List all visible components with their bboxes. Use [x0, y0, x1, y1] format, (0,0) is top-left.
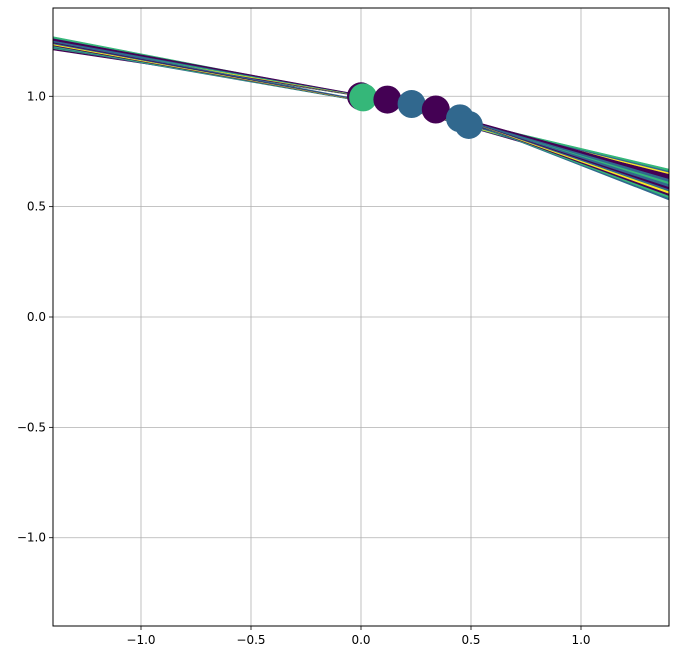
y-tick-label: −0.5	[17, 420, 46, 434]
data-point	[421, 95, 450, 124]
y-tick-label: 0.0	[27, 310, 46, 324]
x-tick-label: −1.0	[126, 633, 155, 647]
fan-wedge	[53, 40, 461, 119]
x-tick-label: −0.5	[236, 633, 265, 647]
data-point	[397, 90, 426, 119]
data-layer	[53, 36, 669, 201]
data-point	[349, 83, 378, 112]
fan-wedge	[459, 118, 669, 188]
fan-wedge	[411, 103, 669, 180]
data-point	[454, 110, 483, 139]
x-tick-label: 0.0	[351, 633, 370, 647]
ticks: −1.0 −0.5 0.0 0.5 1.0 1.0 0.5 0.0 −0.5 −1.0	[17, 89, 591, 647]
x-tick-label: 1.0	[571, 633, 590, 647]
y-tick-label: 1.0	[27, 89, 46, 103]
data-point	[373, 85, 402, 114]
y-tick-label: −1.0	[17, 531, 46, 545]
x-tick-label: 0.5	[461, 633, 480, 647]
fan-wedge	[53, 38, 412, 105]
y-tick-label: 0.5	[27, 200, 46, 214]
